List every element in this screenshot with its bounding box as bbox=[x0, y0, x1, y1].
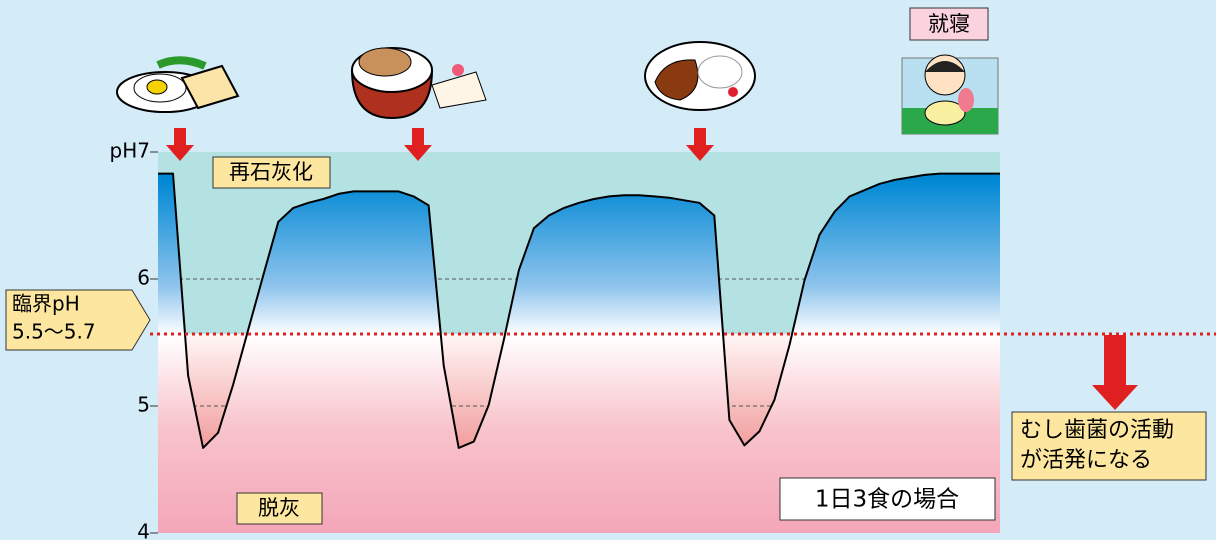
demineralization-label: 脱灰 bbox=[258, 496, 300, 520]
remineralization-label: 再石灰化 bbox=[229, 160, 313, 184]
label-box bbox=[212, 156, 331, 189]
bedtime-box bbox=[909, 7, 989, 41]
y-tick-label: 4 bbox=[137, 520, 150, 540]
breakfast-icon bbox=[116, 56, 240, 113]
note-box bbox=[779, 477, 996, 521]
ph-curve bbox=[158, 172, 1000, 449]
y-tick-label: 6 bbox=[137, 266, 150, 290]
critical-box bbox=[5, 289, 151, 351]
curve-area bbox=[158, 173, 1000, 533]
effect-label: むし歯菌の活動 bbox=[1020, 418, 1174, 443]
plot-area: 4 5 6 pH7 bbox=[110, 139, 1000, 540]
note: 1日3食の場合 bbox=[815, 487, 959, 513]
effect-arrow bbox=[1092, 335, 1138, 410]
dinner-icon bbox=[644, 41, 756, 111]
meal-arrows bbox=[166, 128, 714, 161]
critical-label: 5.5〜5.7 bbox=[12, 320, 96, 344]
lunch-icon bbox=[350, 47, 487, 120]
y-tick-label: 5 bbox=[137, 393, 150, 417]
y-tick-label: pH7 bbox=[110, 139, 150, 163]
effect-box bbox=[1011, 411, 1207, 481]
critical-label: 臨界pH bbox=[12, 292, 80, 316]
effect-label: が活発になる bbox=[1020, 448, 1152, 473]
bedtime-icon bbox=[901, 54, 999, 135]
label-box bbox=[236, 492, 323, 525]
bedtime-label: 就寝 bbox=[928, 12, 970, 36]
